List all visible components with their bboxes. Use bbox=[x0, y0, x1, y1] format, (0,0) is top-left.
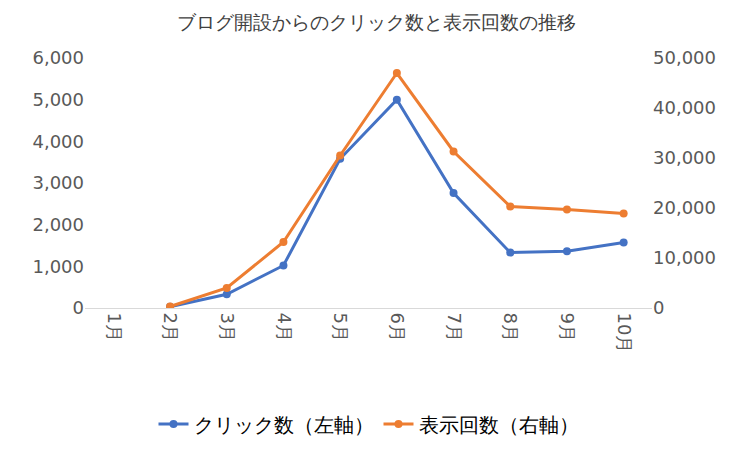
svg-text:50,000: 50,000 bbox=[653, 47, 716, 68]
svg-text:4,000: 4,000 bbox=[32, 131, 84, 152]
svg-text:8月: 8月 bbox=[500, 313, 521, 342]
svg-text:2,000: 2,000 bbox=[32, 214, 84, 235]
svg-text:6月: 6月 bbox=[387, 313, 408, 342]
svg-text:40,000: 40,000 bbox=[653, 97, 716, 118]
svg-text:2月: 2月 bbox=[160, 313, 181, 342]
svg-text:1月: 1月 bbox=[104, 313, 125, 342]
svg-text:クリック数（左軸）: クリック数（左軸） bbox=[194, 413, 374, 437]
svg-text:5月: 5月 bbox=[330, 313, 351, 342]
svg-text:10,000: 10,000 bbox=[653, 247, 716, 268]
svg-text:7月: 7月 bbox=[444, 313, 465, 342]
svg-text:30,000: 30,000 bbox=[653, 147, 716, 168]
svg-text:3,000: 3,000 bbox=[32, 172, 84, 193]
svg-text:0: 0 bbox=[653, 297, 664, 318]
svg-text:3月: 3月 bbox=[217, 313, 238, 342]
svg-text:1,000: 1,000 bbox=[32, 256, 84, 277]
svg-text:表示回数（右軸）: 表示回数（右軸） bbox=[419, 413, 579, 437]
svg-text:ブログ開設からのクリック数と表示回数の推移: ブログ開設からのクリック数と表示回数の推移 bbox=[177, 11, 576, 33]
svg-text:5,000: 5,000 bbox=[32, 89, 84, 110]
svg-text:4月: 4月 bbox=[274, 313, 295, 342]
svg-text:9月: 9月 bbox=[557, 313, 578, 342]
svg-text:20,000: 20,000 bbox=[653, 197, 716, 218]
svg-text:10月: 10月 bbox=[614, 313, 635, 354]
svg-text:6,000: 6,000 bbox=[32, 47, 84, 68]
svg-text:0: 0 bbox=[73, 297, 84, 318]
